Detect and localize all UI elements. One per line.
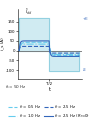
Polygon shape <box>19 18 79 71</box>
Legend: $f_r$ = 0.5 Hz, $f_r$ = 1.0 Hz, $f_r$ = 2.5 Hz, $f_r$ = 2.5 Hz ($R_r$=0): $f_r$ = 0.5 Hz, $f_r$ = 1.0 Hz, $f_r$ = … <box>8 103 90 120</box>
Text: $\hat{I}_{dd}$: $\hat{I}_{dd}$ <box>26 7 33 17</box>
Text: +E: +E <box>83 17 88 21</box>
X-axis label: t: t <box>49 87 51 92</box>
Text: -E: -E <box>83 68 86 72</box>
Y-axis label: i_s (A): i_s (A) <box>0 37 4 50</box>
Text: $f_s = 50$ Hz: $f_s = 50$ Hz <box>5 84 27 91</box>
